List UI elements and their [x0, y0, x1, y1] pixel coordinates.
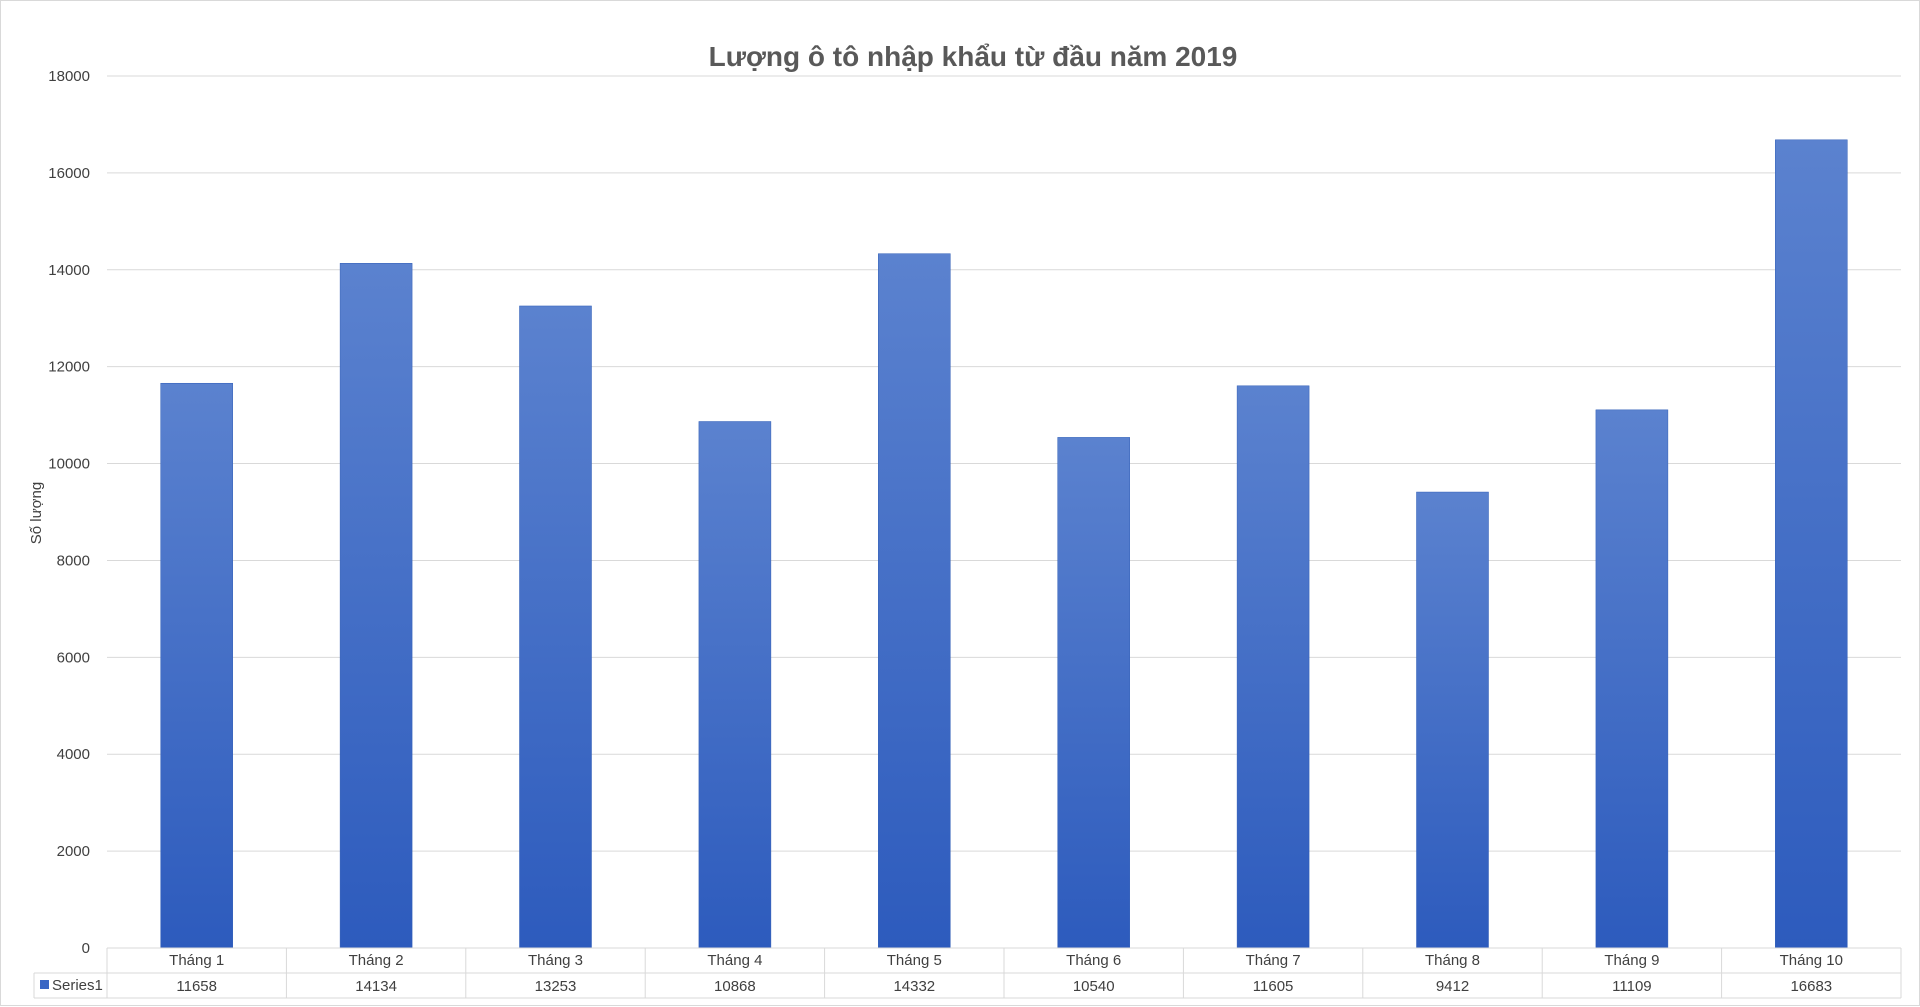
data-table-value: 16683: [1790, 978, 1832, 995]
x-category-label: Tháng 1: [169, 952, 224, 969]
bars: [160, 139, 1848, 949]
x-category-label: Tháng 8: [1425, 952, 1480, 969]
x-category-label: Tháng 5: [887, 952, 942, 969]
x-category-label: Tháng 2: [349, 952, 404, 969]
bar: [878, 253, 951, 949]
y-tick-label: 10000: [48, 456, 90, 473]
bar: [1416, 491, 1489, 949]
bar: [698, 421, 772, 949]
y-tick-label: 8000: [57, 552, 90, 569]
y-axis-ticks: 0 2000 4000 6000 8000 10000 12000 14000 16000 180…: [48, 68, 90, 957]
bar: [1775, 139, 1848, 949]
x-category-label: Tháng 10: [1780, 952, 1843, 969]
y-tick-label: 12000: [48, 359, 90, 376]
data-table-value: 14134: [355, 978, 397, 995]
bar: [1595, 409, 1669, 949]
y-tick-label: 4000: [57, 746, 90, 763]
bar: [519, 305, 592, 949]
y-tick-label: 2000: [57, 843, 90, 860]
chart-title: Lượng ô tô nhập khẩu từ đầu năm 2019: [709, 41, 1238, 72]
legend-series-name: Series1: [52, 977, 103, 994]
x-category-label: Tháng 3: [528, 952, 583, 969]
bar: [1057, 437, 1130, 949]
data-table-value: 10868: [714, 978, 756, 995]
legend-key: [40, 980, 49, 989]
y-tick-label: 0: [82, 940, 90, 957]
data-table-value: 9412: [1436, 978, 1469, 995]
data-table-value: 13253: [535, 978, 577, 995]
data-table-value: 14332: [893, 978, 935, 995]
y-tick-label: 16000: [48, 165, 90, 182]
x-category-label: Tháng 9: [1604, 952, 1659, 969]
data-table-value: 11109: [1612, 978, 1652, 995]
y-tick-label: 6000: [57, 649, 90, 666]
data-table-value: 11658: [176, 978, 217, 995]
x-category-label: Tháng 4: [707, 952, 762, 969]
y-tick-label: 18000: [48, 68, 90, 85]
bar: [339, 263, 413, 949]
x-category-label: Tháng 7: [1246, 952, 1301, 969]
bar: [1236, 385, 1310, 949]
y-axis-label: Số lượng: [28, 482, 45, 544]
x-category-label: Tháng 6: [1066, 952, 1121, 969]
y-tick-label: 14000: [48, 262, 90, 279]
data-table-value: 10540: [1073, 978, 1115, 995]
bar: [160, 382, 233, 949]
data-table-value: 11605: [1253, 978, 1294, 995]
data-table: Tháng 1 11658 Tháng 2 14134 Tháng 3 13253 Thán…: [33, 947, 1902, 999]
